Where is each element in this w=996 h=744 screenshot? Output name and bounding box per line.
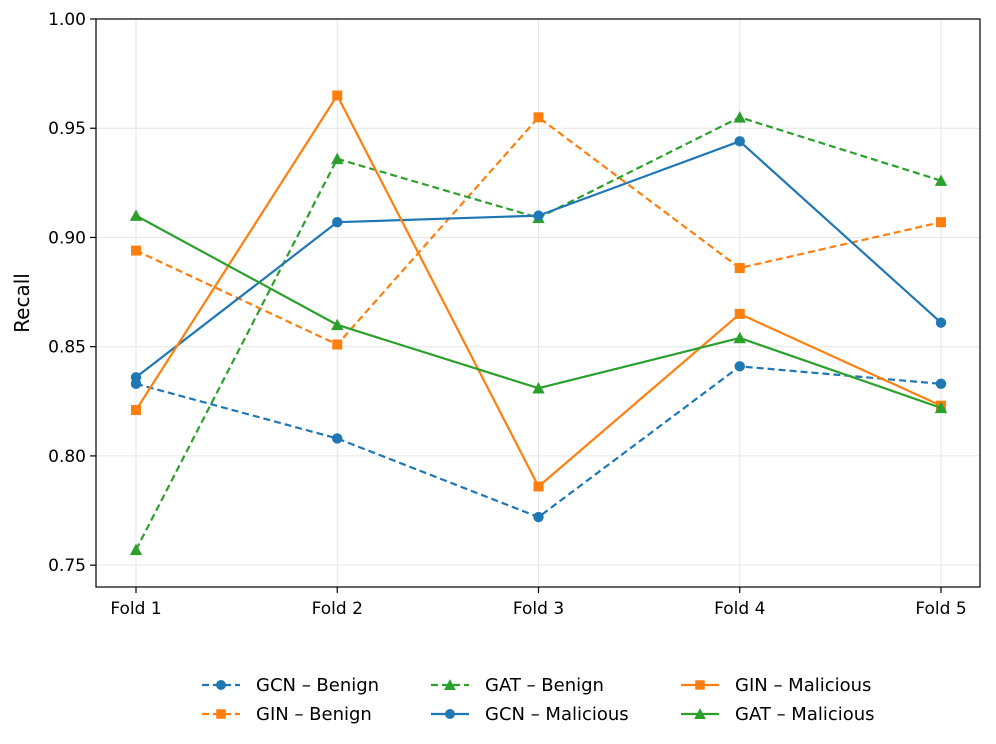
legend-item-gin-benign: GIN – Benign (202, 704, 372, 725)
line-gin-benign (135, 116, 942, 346)
point-gcn-malicious (332, 216, 343, 228)
legend-label: GAT – Malicious (735, 704, 875, 725)
legend-swatch-marker (694, 708, 706, 720)
point-gcn-benign (935, 378, 947, 390)
point-gat-malicious (934, 401, 948, 414)
point-gat-benign (733, 111, 746, 123)
legend-label: GIN – Benign (256, 704, 372, 725)
point-gcn-malicious (734, 136, 745, 147)
legend-label: GCN – Malicious (485, 704, 629, 725)
series-gin-benign (131, 112, 946, 350)
x-tick-label: Fold 2 (312, 599, 363, 619)
y-tick-label: 0.95 (48, 119, 86, 139)
x-tick-label: Fold 3 (513, 599, 564, 619)
legend-label: GCN – Benign (256, 675, 379, 696)
legend-swatch-marker (695, 680, 705, 690)
x-tick-label: Fold 1 (110, 599, 161, 619)
legend-swatch-marker (445, 709, 455, 719)
point-gat-malicious (129, 209, 143, 221)
series-gat-malicious (129, 209, 948, 414)
point-gcn-malicious (935, 317, 947, 328)
legend-item-gat-malicious: GAT – Malicious (681, 704, 875, 725)
y-axis-label: Recall (10, 273, 34, 333)
y-tick-label: 1.00 (48, 10, 86, 30)
point-gin-benign (332, 339, 343, 350)
legend-swatch-marker (216, 680, 226, 690)
point-gat-malicious (733, 331, 746, 344)
y-tick-label: 0.85 (48, 338, 86, 358)
series-layer (129, 90, 948, 556)
point-gat-malicious (331, 318, 344, 331)
y-tick-label: 0.75 (48, 556, 86, 576)
legend-label: GIN – Malicious (735, 675, 871, 696)
legend: GCN – Benign GIN – Benign GAT – Benign GCN … (202, 675, 875, 725)
legend-item-gcn-benign: GCN – Benign (202, 675, 379, 696)
y-tick-label: 0.90 (48, 228, 86, 248)
x-tick-label: Fold 5 (915, 599, 966, 619)
y-tick-label: 0.80 (48, 447, 86, 467)
point-gin-malicious (131, 405, 141, 416)
legend-swatch-marker (444, 679, 456, 691)
point-gat-benign (934, 174, 948, 186)
point-gat-benign (129, 543, 143, 556)
legend-swatch-marker (216, 709, 226, 719)
point-gin-benign (533, 112, 544, 123)
series-gcn-malicious (130, 136, 947, 383)
legend-item-gcn-malicious: GCN – Malicious (431, 704, 629, 725)
point-gin-malicious (332, 90, 343, 101)
legend-label: GAT – Benign (485, 675, 604, 696)
point-gcn-malicious (533, 210, 544, 221)
legend-item-gat-benign: GAT – Benign (431, 675, 604, 696)
point-gcn-benign (533, 511, 544, 523)
point-gcn-benign (734, 361, 745, 372)
point-gin-benign (131, 245, 141, 256)
point-gat-malicious (532, 382, 545, 394)
point-gin-malicious (533, 481, 544, 492)
point-gat-benign (331, 152, 344, 165)
point-gin-benign (734, 263, 745, 274)
point-gcn-malicious (130, 372, 142, 383)
point-gcn-benign (332, 433, 343, 444)
axes: 0.75 0.80 0.85 0.90 0.95 1.00 Fold 1 Fold 2 Fold… (48, 10, 967, 619)
x-tick-label: Fold 4 (714, 599, 765, 619)
legend-item-gin-malicious: GIN – Malicious (681, 675, 871, 696)
point-gin-benign (936, 217, 946, 228)
point-gin-malicious (734, 308, 745, 319)
